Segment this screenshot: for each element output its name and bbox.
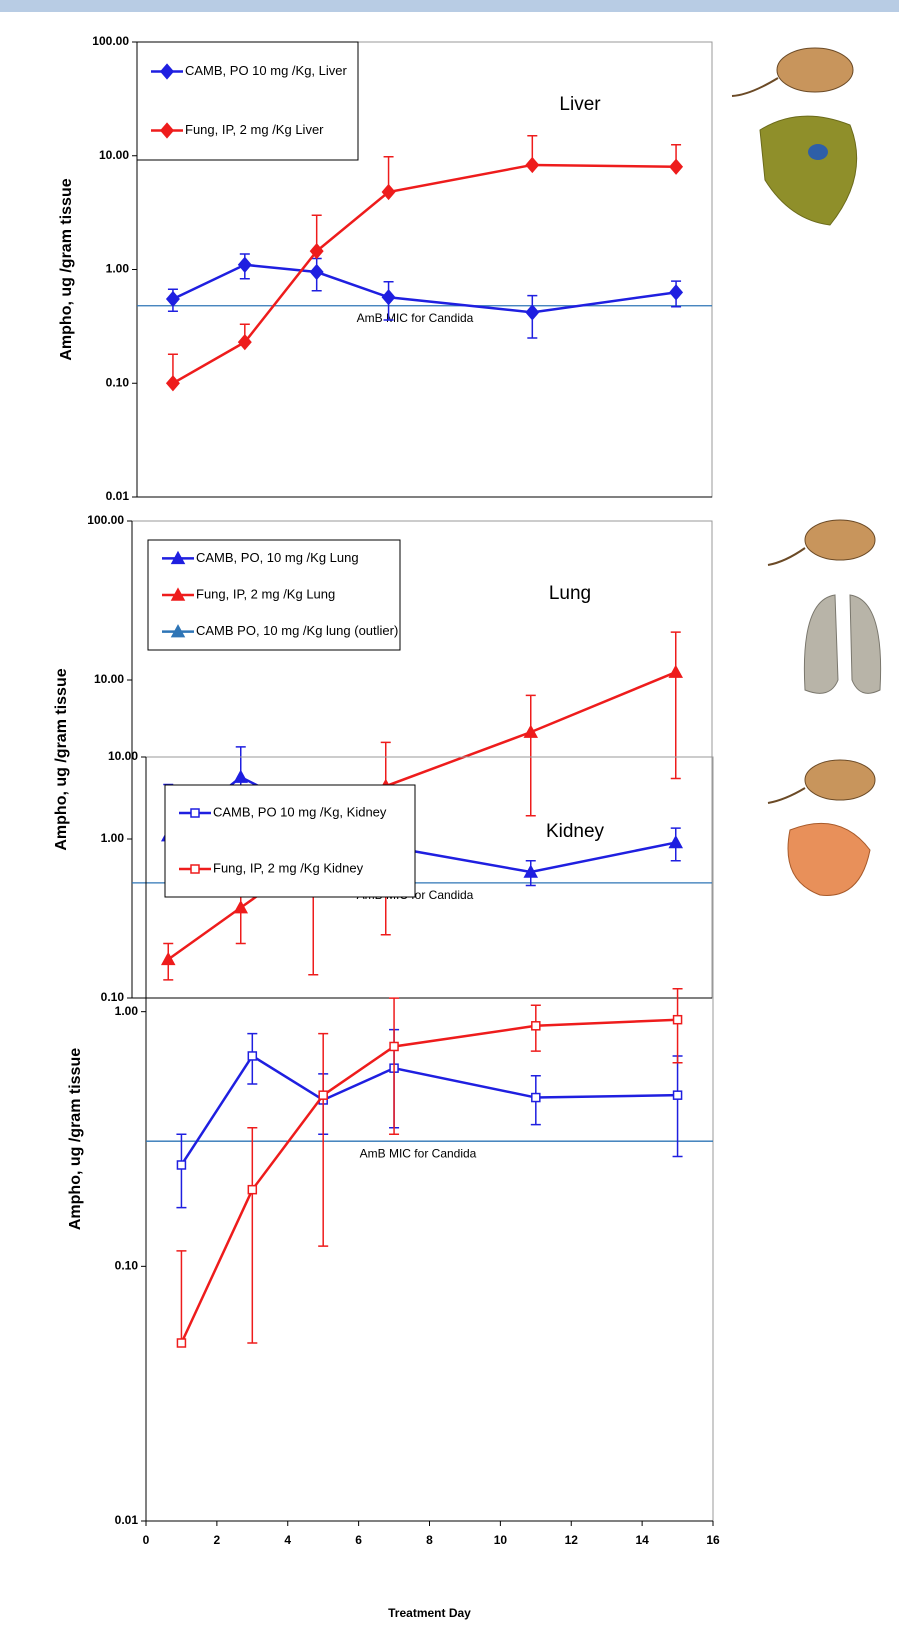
x-tick-label: 2 [214,1533,221,1547]
error-bar [176,1251,186,1343]
data-point [670,837,682,848]
legend-box [165,785,415,897]
data-point [674,1091,682,1099]
data-point [390,1042,398,1050]
y-tick-label: 100.00 [87,513,124,527]
y-tick-label: 0.01 [106,489,130,503]
legend-label: Fung, IP, 2 mg /Kg Lung [196,586,335,601]
legend-label: CAMB, PO, 10 mg /Kg Lung [196,550,359,565]
legend-label: CAMB PO, 10 mg /Kg lung (outlier) [196,623,398,638]
annotation: Kidney [546,821,605,842]
series-line [181,1020,677,1343]
legend-marker [191,809,199,817]
error-bar [176,1134,186,1207]
x-tick-label: 14 [635,1533,649,1547]
illustration-liver [732,48,857,225]
error-bar [247,1128,257,1343]
legend-label: Fung, IP, 2 mg /Kg Kidney [213,860,364,875]
y-axis-label: Ampho, ug /gram tissue [53,668,70,850]
data-point [177,1161,185,1169]
data-point [532,1022,540,1030]
legend-marker [191,865,199,873]
y-tick-label: 1.00 [115,1004,139,1018]
data-point [248,1052,256,1060]
x-tick-label: 0 [143,1533,150,1547]
data-point [239,258,251,272]
reference-label: AmB MIC for Candida [357,311,474,325]
y-axis-label: Ampho, ug /gram tissue [67,1048,84,1230]
page: 100.0010.001.000.100.01Ampho, ug /gram t… [0,0,899,1627]
annotation: Lung [549,583,591,604]
x-tick-label: 10 [494,1533,508,1547]
x-tick-label: 6 [355,1533,362,1547]
legend-label: CAMB, PO 10 mg /Kg, Liver [185,63,348,78]
series-line [173,165,676,383]
data-point [167,376,179,390]
y-tick-label: 0.10 [106,375,130,389]
data-point [532,1094,540,1102]
illustration-kidney [768,760,875,895]
y-tick-label: 10.00 [108,749,138,763]
x-axis-label: Treatment Day [388,1606,471,1620]
legend-box [137,42,358,160]
x-tick-label: 4 [284,1533,291,1547]
y-tick-label: 0.10 [101,990,125,1004]
data-point [670,285,682,299]
reference-label: AmB MIC for Candida [360,1146,477,1160]
data-point [526,158,538,172]
error-bar [673,989,683,1063]
x-tick-label: 8 [426,1533,433,1547]
x-tick-label: 12 [565,1533,579,1547]
data-point [674,1016,682,1024]
y-tick-label: 10.00 [94,672,124,686]
data-point [383,290,395,304]
illustration-lung [768,520,881,693]
y-tick-label: 10.00 [99,148,129,162]
data-point [167,292,179,306]
legend-label: CAMB, PO 10 mg /Kg, Kidney [213,804,387,819]
error-bar [526,695,536,815]
top-band [0,0,899,12]
data-point [526,305,538,319]
data-point [319,1091,327,1099]
data-point [177,1339,185,1347]
annotation: Liver [559,94,601,115]
data-point [670,160,682,174]
data-point [235,771,247,782]
y-tick-label: 0.01 [115,1513,139,1527]
data-point [248,1186,256,1194]
data-point [670,666,682,677]
error-bar [318,1034,328,1247]
data-point [311,265,323,279]
y-tick-label: 0.10 [115,1259,139,1273]
y-tick-label: 1.00 [106,262,130,276]
y-tick-label: 1.00 [101,831,125,845]
x-tick-label: 16 [706,1533,720,1547]
y-axis-label: Ampho, ug /gram tissue [58,178,75,360]
y-tick-label: 100.00 [92,34,129,48]
legend-label: Fung, IP, 2 mg /Kg Liver [185,122,324,137]
